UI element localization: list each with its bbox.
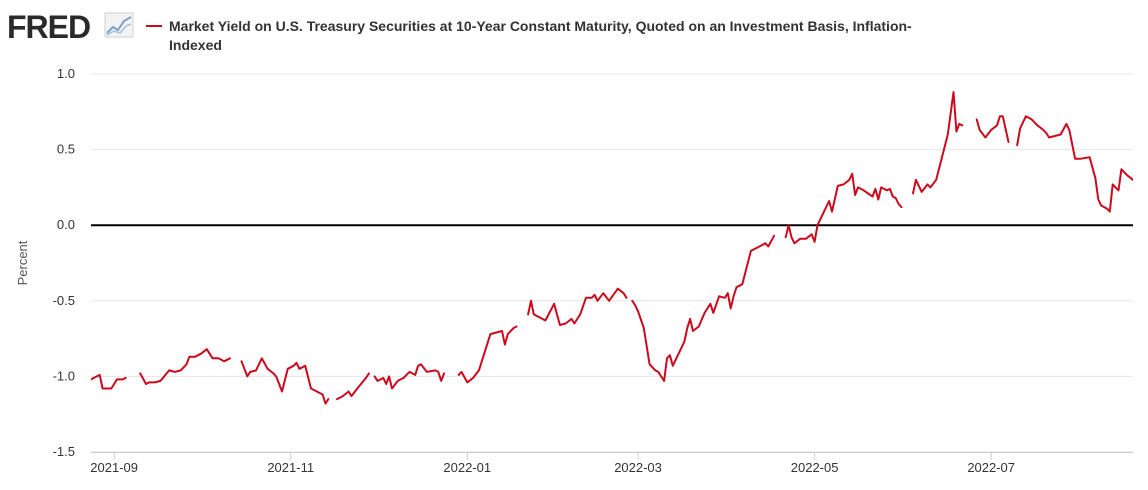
- chart-line-icon: [104, 12, 134, 38]
- series-line-segment: [784, 172, 903, 245]
- series-line-segment: [373, 363, 446, 390]
- series-line-segment: [975, 115, 1010, 143]
- y-tick-label: -1.0: [53, 368, 75, 383]
- legend-label-line-1: Market Yield on U.S. Treasury Securities…: [169, 18, 912, 34]
- x-axis: 2021-09 2021-11 2022-01 2022-03 2022-05 2022-…: [90, 452, 1133, 475]
- x-tick-label: 2022-03: [614, 460, 662, 475]
- series-line-segment: [1016, 115, 1133, 213]
- legend: Market Yield on U.S. Treasury Securities…: [146, 18, 916, 53]
- series-line-segment: [336, 372, 370, 401]
- x-tick-label: 2022-05: [791, 460, 839, 475]
- series-line-segment: [631, 234, 776, 382]
- series-line-segment: [139, 348, 231, 385]
- y-axis: 1.0 0.5 0.0 -0.5 -1.0 -1.5: [53, 66, 75, 459]
- fred-logo[interactable]: FRED: [7, 9, 134, 45]
- series: [91, 91, 1133, 405]
- legend-label: Market Yield on U.S. Treasury Securities…: [169, 18, 916, 53]
- y-tick-label: -1.5: [53, 444, 75, 459]
- y-tick-label: 0.5: [57, 142, 75, 157]
- y-tick-label: -0.5: [53, 293, 75, 308]
- series-line-segment: [91, 373, 127, 390]
- x-tick-label: 2021-11: [267, 460, 314, 475]
- y-axis-label: Percent: [15, 240, 30, 285]
- series-line-segment: [240, 357, 330, 405]
- legend-label-line-2: Indexed: [169, 37, 222, 53]
- x-tick-label: 2021-09: [90, 460, 138, 475]
- series-line-segment: [527, 287, 628, 326]
- series-line-segment: [457, 325, 518, 384]
- x-tick-label: 2022-07: [967, 460, 1015, 475]
- grid: [91, 73, 1133, 453]
- series-line-segment: [912, 91, 964, 195]
- y-tick-label: 1.0: [57, 66, 75, 81]
- x-tick-label: 2022-01: [443, 460, 491, 475]
- y-tick-label: 0.0: [57, 217, 75, 232]
- logo-text: FRED: [7, 9, 90, 45]
